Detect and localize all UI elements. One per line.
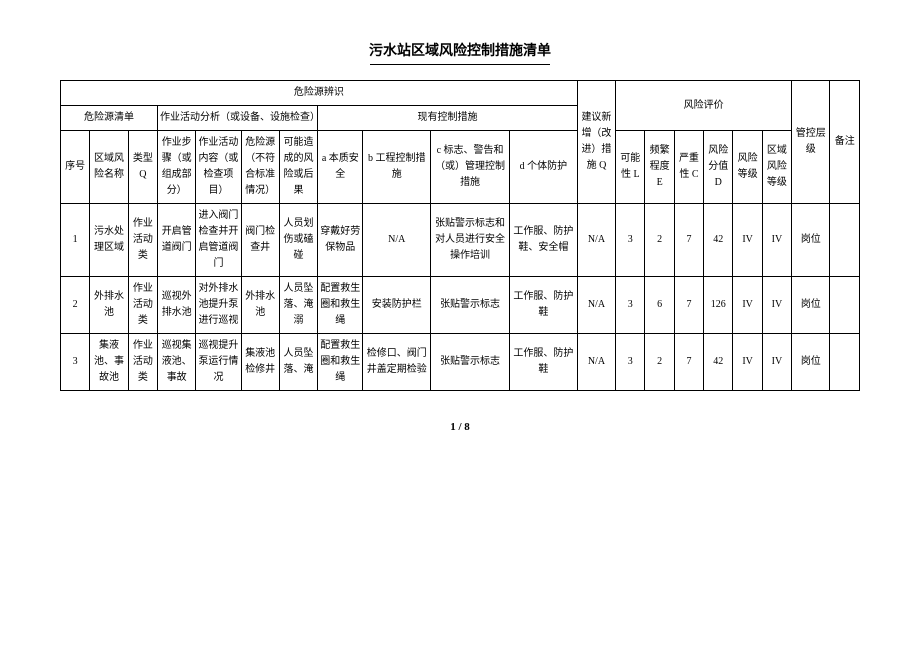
hdr-c16: 风险分值 D bbox=[704, 131, 733, 204]
cell-content: 对外排水池提升泵进行巡视 bbox=[196, 277, 241, 334]
risk-table: 危险源辨识 建议新增（改进）措施 Q 风险评价 管控层级 备注 危险源清单 作业… bbox=[60, 80, 860, 391]
cell-C: 7 bbox=[674, 277, 703, 334]
hdr-c4: 作业步骤（或组成部分） bbox=[158, 131, 196, 204]
hdr-c14: 频繁程度 E bbox=[645, 131, 674, 204]
cell-lvl: IV bbox=[733, 204, 762, 277]
cell-source: 阀门检查井 bbox=[241, 204, 279, 277]
hdr-danger-id: 危险源辨识 bbox=[61, 81, 578, 106]
cell-step: 巡视集液池、事故 bbox=[158, 334, 196, 391]
hdr-c10: c 标志、警告和（或）管理控制措施 bbox=[431, 131, 510, 204]
hdr-note: 备注 bbox=[830, 81, 860, 204]
cell-L: 3 bbox=[616, 277, 645, 334]
hdr-c9: b 工程控制措施 bbox=[363, 131, 431, 204]
cell-content: 巡视提升泵运行情况 bbox=[196, 334, 241, 391]
cell-a: 穿戴好劳保物品 bbox=[318, 204, 363, 277]
hdr-ctrl-level: 管控层级 bbox=[792, 81, 830, 204]
cell-ctrl: 岗位 bbox=[792, 204, 830, 277]
table-body: 1污水处理区域作业活动类开启管道阀门进入阀门检查并开启管道阀门阀门检查井人员划伤… bbox=[61, 204, 860, 391]
cell-type: 作业活动类 bbox=[128, 204, 157, 277]
cell-suggest: N/A bbox=[577, 277, 615, 334]
hdr-c2: 区域风险名称 bbox=[90, 131, 128, 204]
hdr-c5: 作业活动内容（或检查项目） bbox=[196, 131, 241, 204]
cell-step: 巡视外排水池 bbox=[158, 277, 196, 334]
hdr-risk-eval: 风险评价 bbox=[616, 81, 792, 131]
cell-type: 作业活动类 bbox=[128, 334, 157, 391]
page-footer: 1 / 8 bbox=[60, 421, 860, 433]
cell-c: 张贴警示标志 bbox=[431, 277, 510, 334]
cell-area: 集液池、事故池 bbox=[90, 334, 128, 391]
cell-b: 安装防护栏 bbox=[363, 277, 431, 334]
cell-content: 进入阀门检查并开启管道阀门 bbox=[196, 204, 241, 277]
table-row: 3集液池、事故池作业活动类巡视集液池、事故巡视提升泵运行情况集液池检修井人员坠落… bbox=[61, 334, 860, 391]
cell-area: 外排水池 bbox=[90, 277, 128, 334]
hdr-measures: 现有控制措施 bbox=[318, 106, 578, 131]
cell-area: 污水处理区域 bbox=[90, 204, 128, 277]
cell-ctrl: 岗位 bbox=[792, 334, 830, 391]
cell-source: 集液池检修井 bbox=[241, 334, 279, 391]
cell-c: 张贴警示标志和对人员进行安全操作培训 bbox=[431, 204, 510, 277]
hdr-c18: 区域风险等级 bbox=[762, 131, 791, 204]
cell-areaLvl: IV bbox=[762, 334, 791, 391]
cell-d: 工作服、防护鞋、安全帽 bbox=[510, 204, 578, 277]
cell-note bbox=[830, 204, 860, 277]
hdr-c11: d 个体防护 bbox=[510, 131, 578, 204]
hdr-suggest: 建议新增（改进）措施 Q bbox=[577, 81, 615, 204]
cell-L: 3 bbox=[616, 204, 645, 277]
cell-d: 工作服、防护鞋 bbox=[510, 334, 578, 391]
cell-note bbox=[830, 334, 860, 391]
cell-C: 7 bbox=[674, 334, 703, 391]
cell-areaLvl: IV bbox=[762, 204, 791, 277]
hdr-c17: 风险等级 bbox=[733, 131, 762, 204]
title-underline bbox=[370, 64, 550, 65]
table-header: 危险源辨识 建议新增（改进）措施 Q 风险评价 管控层级 备注 危险源清单 作业… bbox=[61, 81, 860, 204]
cell-L: 3 bbox=[616, 334, 645, 391]
cell-source: 外排水池 bbox=[241, 277, 279, 334]
hdr-c7: 可能造成的风险或后果 bbox=[279, 131, 317, 204]
cell-n: 1 bbox=[61, 204, 90, 277]
cell-E: 6 bbox=[645, 277, 674, 334]
cell-step: 开启管道阀门 bbox=[158, 204, 196, 277]
cell-d: 工作服、防护鞋 bbox=[510, 277, 578, 334]
cell-D: 42 bbox=[704, 334, 733, 391]
table-row: 1污水处理区域作业活动类开启管道阀门进入阀门检查并开启管道阀门阀门检查井人员划伤… bbox=[61, 204, 860, 277]
cell-a: 配置救生圈和救生绳 bbox=[318, 277, 363, 334]
cell-risk: 人员坠落、淹溺 bbox=[279, 277, 317, 334]
hdr-c15: 严重性 C bbox=[674, 131, 703, 204]
cell-D: 42 bbox=[704, 204, 733, 277]
cell-lvl: IV bbox=[733, 277, 762, 334]
cell-E: 2 bbox=[645, 204, 674, 277]
cell-D: 126 bbox=[704, 277, 733, 334]
cell-E: 2 bbox=[645, 334, 674, 391]
cell-c: 张贴警示标志 bbox=[431, 334, 510, 391]
cell-note bbox=[830, 277, 860, 334]
cell-n: 2 bbox=[61, 277, 90, 334]
cell-ctrl: 岗位 bbox=[792, 277, 830, 334]
cell-suggest: N/A bbox=[577, 334, 615, 391]
cell-risk: 人员划伤或磕碰 bbox=[279, 204, 317, 277]
hdr-activity: 作业活动分析（或设备、设施检查） bbox=[158, 106, 318, 131]
cell-type: 作业活动类 bbox=[128, 277, 157, 334]
table-row: 2外排水池作业活动类巡视外排水池对外排水池提升泵进行巡视外排水池人员坠落、淹溺配… bbox=[61, 277, 860, 334]
hdr-c1: 序号 bbox=[61, 131, 90, 204]
cell-lvl: IV bbox=[733, 334, 762, 391]
hdr-c3: 类型 Q bbox=[128, 131, 157, 204]
hdr-c13: 可能性 L bbox=[616, 131, 645, 204]
cell-b: N/A bbox=[363, 204, 431, 277]
cell-n: 3 bbox=[61, 334, 90, 391]
hdr-c6: 危险源（不符合标准情况） bbox=[241, 131, 279, 204]
cell-risk: 人员坠落、淹 bbox=[279, 334, 317, 391]
cell-C: 7 bbox=[674, 204, 703, 277]
cell-a: 配置救生圈和救生绳 bbox=[318, 334, 363, 391]
page-title: 污水站区域风险控制措施清单 bbox=[60, 40, 860, 60]
cell-areaLvl: IV bbox=[762, 277, 791, 334]
cell-suggest: N/A bbox=[577, 204, 615, 277]
hdr-c8: a 本质安全 bbox=[318, 131, 363, 204]
hdr-src-list: 危险源清单 bbox=[61, 106, 158, 131]
cell-b: 检修口、阀门井盖定期检验 bbox=[363, 334, 431, 391]
